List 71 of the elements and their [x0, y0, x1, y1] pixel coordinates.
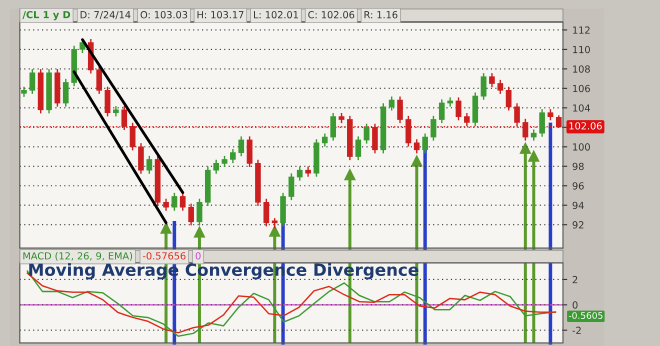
text: C: 102.06 — [308, 11, 354, 18]
candlestick — [172, 192, 178, 211]
y-tick-label: 110 — [573, 46, 590, 54]
candlestick — [406, 116, 412, 147]
candlestick — [188, 204, 194, 226]
y-tick-label: 92 — [572, 221, 584, 229]
candlestick — [464, 112, 470, 126]
candlestick — [238, 136, 244, 156]
text: H: 103.17 — [198, 11, 244, 18]
candlestick — [414, 139, 420, 154]
candlestick — [288, 173, 294, 200]
candlestick — [96, 66, 102, 94]
data-label: -0.5605 — [568, 312, 602, 319]
text: D: 7/24/14 — [80, 11, 130, 20]
candlestick — [330, 112, 336, 141]
y-tick-label: 98 — [572, 162, 584, 170]
candlestick — [355, 136, 362, 160]
candlestick — [422, 133, 428, 154]
candlestick — [138, 143, 144, 174]
y-tick-label: -2 — [572, 326, 581, 334]
candlestick — [556, 115, 562, 128]
chart-title: MACD (12, 26, 9, EMA) — [23, 252, 132, 261]
candlestick — [121, 106, 128, 130]
y-tick-label: 100 — [573, 143, 590, 151]
candlestick — [246, 136, 252, 167]
candlestick — [397, 96, 403, 124]
y-tick-label: 106 — [573, 84, 590, 92]
y-tick-label: 108 — [573, 65, 590, 73]
candlestick — [104, 86, 110, 116]
candlestick — [263, 198, 270, 226]
candlestick — [438, 99, 445, 124]
candlestick — [222, 156, 228, 167]
candlestick — [296, 166, 303, 181]
candlestick — [230, 149, 236, 164]
text: O: 103.03 — [140, 11, 188, 18]
y-tick-label: 104 — [573, 104, 590, 112]
y-tick-label: 94 — [572, 202, 584, 210]
ref-line-label: 0 — [196, 252, 201, 260]
candlestick — [196, 198, 202, 226]
candlestick — [322, 133, 328, 147]
candlestick — [530, 130, 537, 141]
y-tick-label: 112 — [573, 26, 590, 34]
candlestick — [213, 160, 220, 174]
candlestick — [372, 124, 378, 154]
candlestick — [180, 192, 186, 211]
ref-line-label: 102.06 — [569, 122, 602, 130]
candlestick — [29, 69, 36, 94]
candlestick — [489, 73, 495, 88]
candlestick — [163, 198, 169, 211]
candlestick — [539, 109, 545, 137]
candlestick — [62, 78, 69, 107]
candlestick — [522, 118, 528, 141]
candlestick — [548, 109, 554, 120]
candlestick — [146, 156, 152, 174]
candlestick — [506, 86, 512, 110]
candlestick — [272, 218, 278, 228]
candlestick — [130, 122, 136, 150]
text: L: 102.01 — [254, 11, 298, 18]
candlestick — [480, 73, 486, 100]
candlestick — [456, 97, 462, 120]
text: R: 1.16 — [364, 11, 398, 18]
chart-title: /CL 1 y D — [22, 10, 70, 20]
candlestick — [497, 80, 504, 94]
y-tick-label: 96 — [572, 182, 584, 190]
candlestick — [430, 116, 436, 141]
text: -0.57656 — [142, 252, 186, 260]
candlestick — [514, 103, 520, 126]
y-tick-label: 0 — [572, 301, 578, 309]
candlestick — [388, 96, 395, 110]
candlestick — [364, 124, 370, 144]
y-tick-label: 2 — [572, 276, 578, 284]
